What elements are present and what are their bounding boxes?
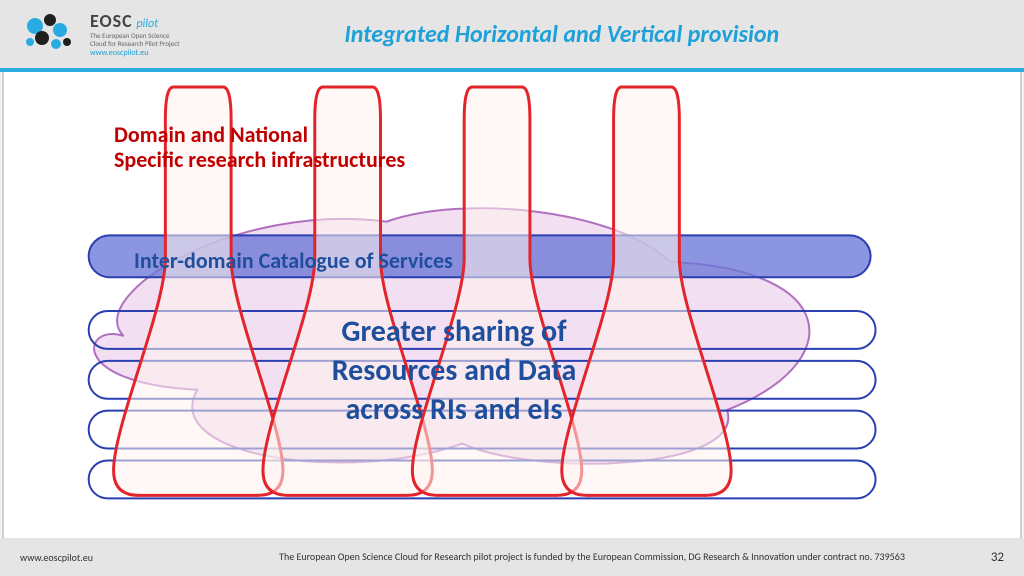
- content-area: Domain and NationalSpecific research inf…: [2, 72, 1022, 538]
- logo-url: www.eoscpilot.eu: [90, 48, 180, 58]
- slide-title: Integrated Horizontal and Vertical provi…: [180, 20, 1004, 49]
- slide: EOSC pilot The European Open Science Clo…: [0, 0, 1024, 576]
- footer: www.eoscpilot.eu The European Open Scien…: [0, 538, 1024, 576]
- page-number: 32: [964, 550, 1004, 565]
- logo-pilot: pilot: [136, 17, 158, 31]
- logo-sub2: Cloud for Research Pilot Project: [90, 40, 180, 48]
- logo-block: EOSC pilot The European Open Science Clo…: [20, 10, 180, 57]
- label-domain: Domain and NationalSpecific research inf…: [114, 122, 405, 173]
- footer-text: The European Open Science Cloud for Rese…: [220, 551, 964, 563]
- label-greater-sharing: Greater sharing ofResources and Dataacro…: [254, 312, 654, 429]
- header: EOSC pilot The European Open Science Clo…: [0, 0, 1024, 68]
- label-inter-domain: Inter-domain Catalogue of Services: [134, 247, 453, 274]
- footer-url: www.eoscpilot.eu: [20, 551, 220, 564]
- logo-text: EOSC pilot The European Open Science Clo…: [90, 10, 180, 57]
- logo-main: EOSC: [90, 10, 133, 32]
- logo-icon: [20, 12, 80, 57]
